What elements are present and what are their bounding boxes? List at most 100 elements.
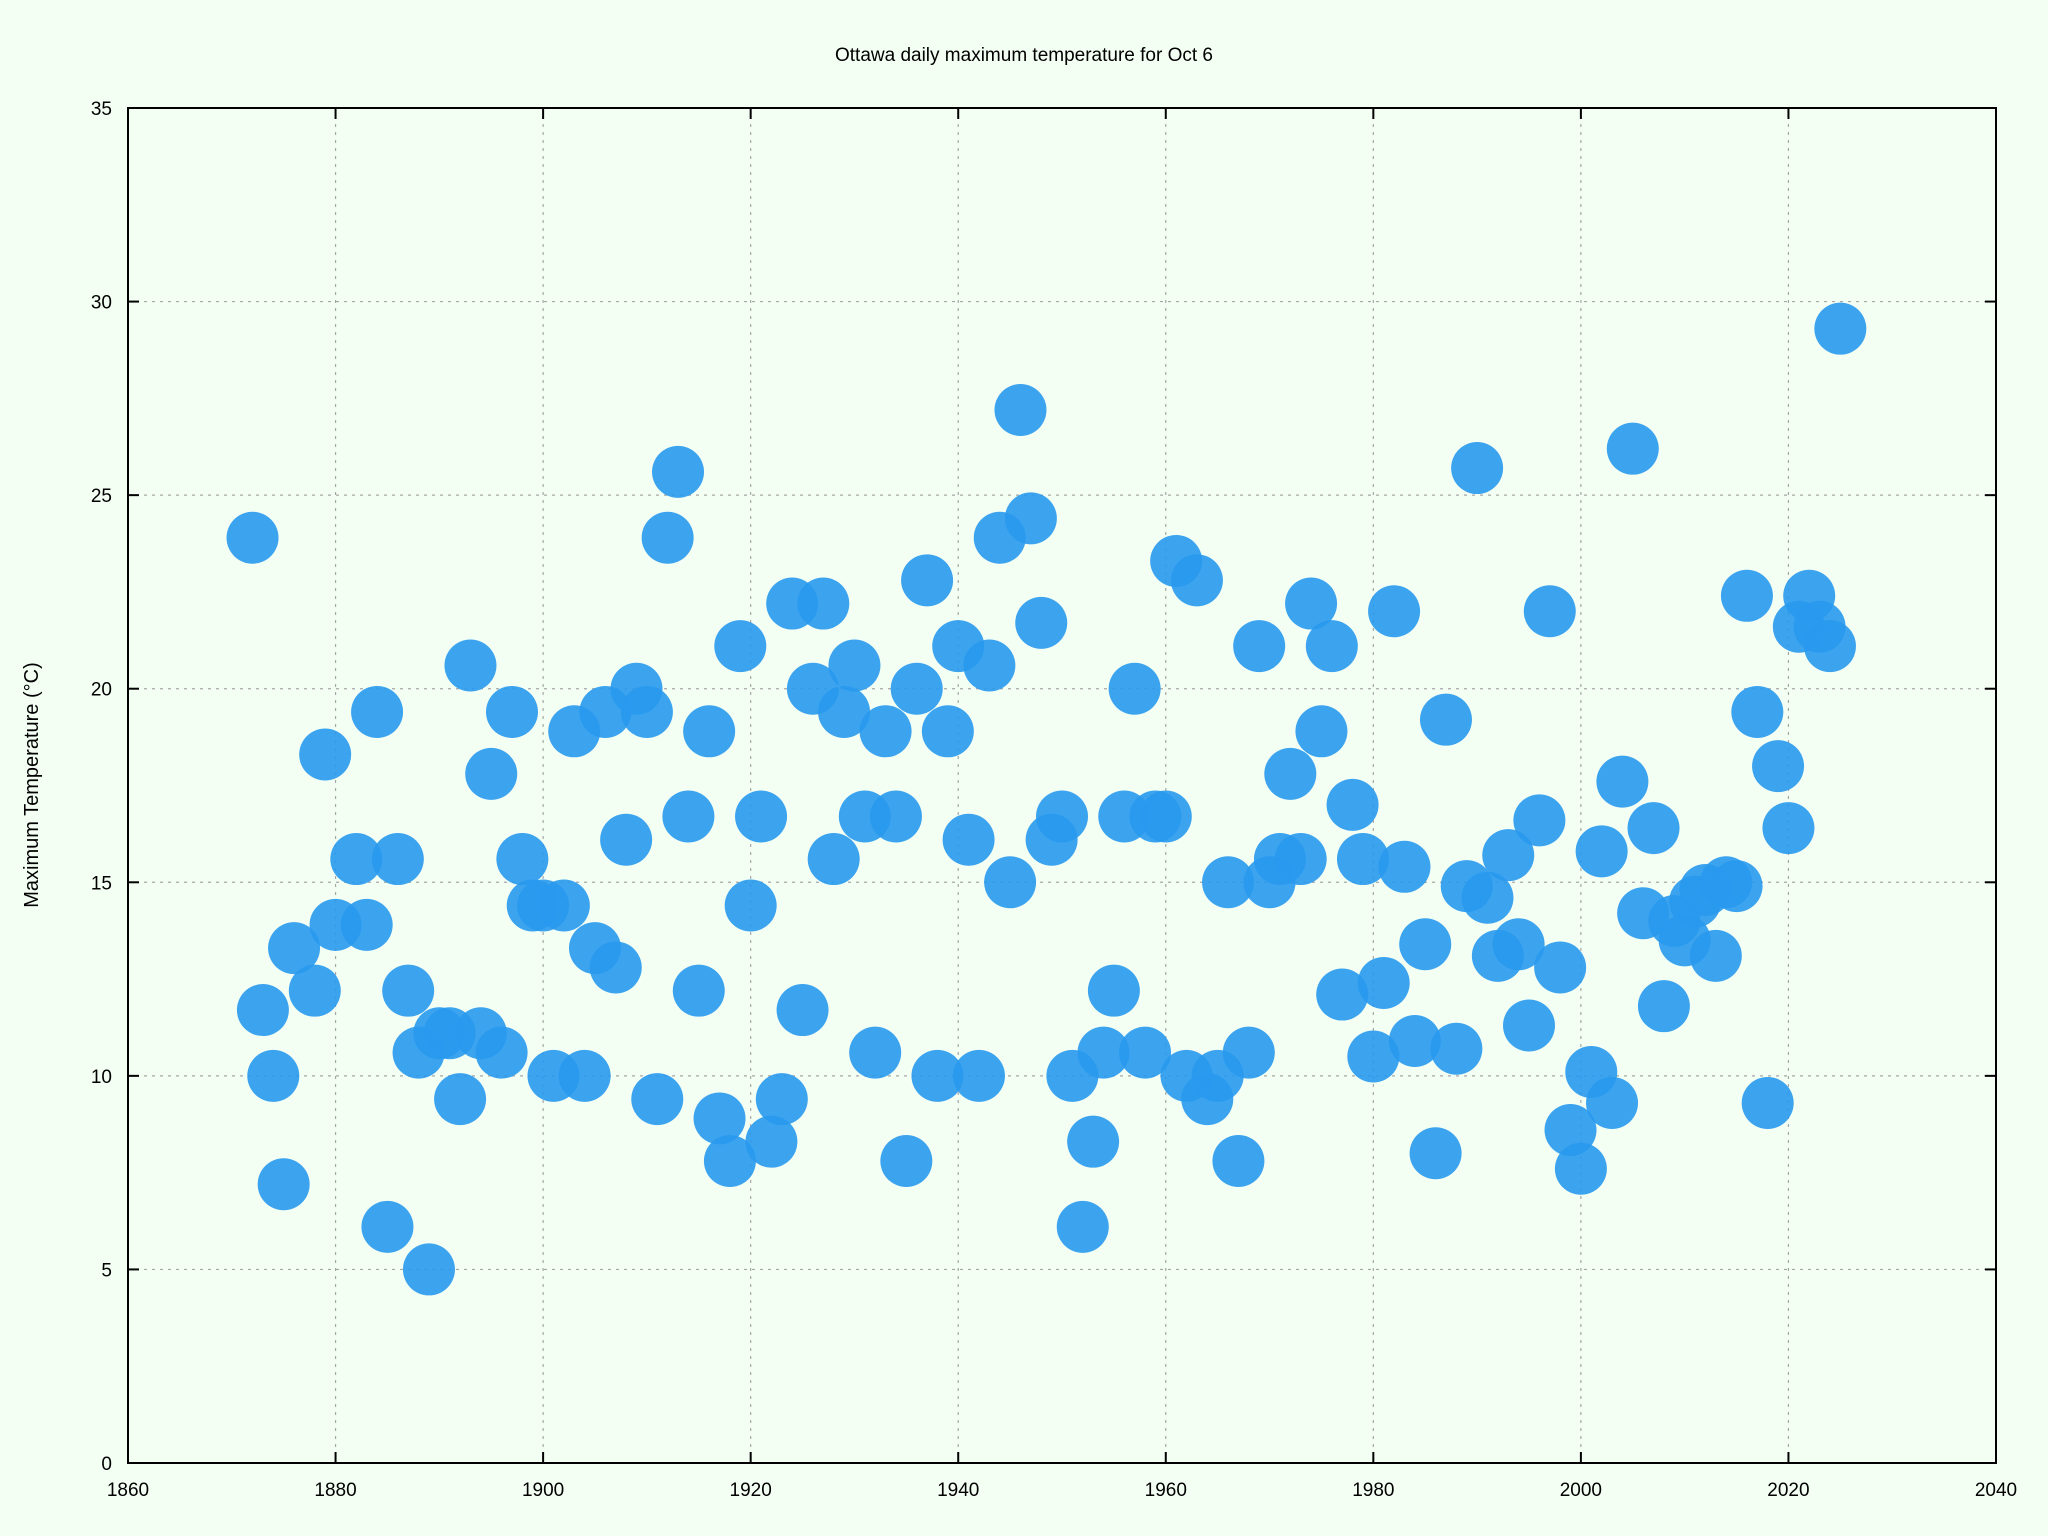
data-point: [984, 856, 1037, 909]
data-point: [1399, 918, 1452, 971]
data-point: [485, 685, 538, 738]
data-point: [1036, 790, 1088, 843]
data-point: [1285, 577, 1338, 630]
data-point: [1741, 1076, 1794, 1129]
data-point: [776, 984, 829, 1037]
data-point: [1233, 620, 1286, 673]
data-point: [1015, 596, 1068, 649]
data-point: [963, 639, 1016, 692]
x-axis-tick-labels: 1860 1880 1900 1920 1940 1960 1980 2000 2020 2040: [107, 1480, 2017, 1501]
data-point: [288, 964, 341, 1017]
data-point: [558, 1049, 611, 1102]
data-point: [1752, 740, 1805, 793]
data-point: [1503, 999, 1555, 1052]
y-tick-label: 25: [91, 486, 112, 507]
data-point: [1264, 747, 1317, 800]
data-point: [330, 833, 383, 886]
data-point: [1388, 1015, 1441, 1068]
data-point: [631, 1073, 684, 1126]
data-point: [693, 1092, 746, 1145]
data-point: [1274, 833, 1327, 886]
x-tick-label: 2020: [1767, 1480, 1809, 1501]
x-tick-label: 1980: [1352, 1480, 1394, 1501]
data-point: [1170, 554, 1223, 607]
grid-lines: [128, 108, 1996, 1463]
data-point: [745, 1115, 798, 1168]
y-tick-label: 5: [101, 1260, 112, 1281]
data-point: [1461, 871, 1514, 924]
data-point: [600, 813, 653, 866]
data-point: [1305, 620, 1358, 673]
plot-frame: [127, 107, 1997, 1464]
data-point: [1368, 585, 1421, 638]
data-point: [1430, 1022, 1483, 1075]
data-point: [620, 685, 673, 738]
data-point: [268, 922, 321, 975]
data-point: [1336, 833, 1389, 886]
data-point: [890, 662, 943, 715]
data-point: [1575, 825, 1628, 878]
data-point: [1720, 569, 1773, 622]
x-tick-label: 1940: [937, 1480, 979, 1501]
data-point: [1056, 1200, 1109, 1253]
data-point: [683, 705, 736, 758]
data-point: [1419, 693, 1472, 746]
data-point: [496, 833, 549, 886]
data-point: [1492, 918, 1545, 971]
data-point: [1212, 1135, 1265, 1188]
data-point: [1596, 755, 1649, 808]
data-point: [911, 1049, 964, 1102]
data-point: [1689, 929, 1742, 982]
data-point: [652, 445, 705, 498]
data-point: [402, 1243, 455, 1296]
data-point: [1295, 705, 1348, 758]
data-point: [1482, 829, 1535, 882]
data-point: [1004, 492, 1057, 545]
data-point: [952, 1049, 1005, 1102]
data-point: [1710, 860, 1763, 913]
data-point: [475, 1026, 528, 1079]
data-point: [444, 639, 497, 692]
data-point: [703, 1135, 756, 1188]
data-point: [1326, 778, 1379, 831]
data-point: [672, 964, 725, 1017]
y-tick-label: 20: [91, 680, 112, 701]
data-point: [361, 1200, 414, 1253]
data-point: [849, 1026, 902, 1079]
data-point: [1119, 1026, 1172, 1079]
data-point: [1513, 794, 1566, 847]
data-point: [1803, 620, 1856, 673]
y-tick-label: 10: [91, 1067, 112, 1088]
data-point: [226, 511, 279, 564]
data-point: [662, 790, 715, 843]
data-point: [1637, 980, 1690, 1033]
x-tick-label: 1960: [1145, 1480, 1187, 1501]
x-tick-label: 2040: [1975, 1480, 2017, 1501]
data-point: [714, 620, 767, 673]
data-point: [807, 833, 860, 886]
data-point: [1554, 1142, 1607, 1195]
data-point: [465, 747, 518, 800]
data-point: [859, 705, 912, 758]
data-point: [1316, 968, 1369, 1021]
data-point: [1139, 790, 1192, 843]
y-axis-tick-labels: 0 5 10 15 20 25 30 35: [91, 99, 112, 1475]
data-point: [434, 1073, 487, 1126]
data-point: [921, 705, 974, 758]
data-point: [1409, 1127, 1462, 1180]
data-point: [1814, 302, 1867, 355]
data-point: [1731, 685, 1784, 738]
data-point: [1523, 585, 1576, 638]
y-axis-label: Maximum Temperature (°C): [21, 662, 43, 907]
data-point: [589, 941, 642, 994]
x-tick-label: 1880: [314, 1480, 356, 1501]
data-point: [1077, 1026, 1130, 1079]
chart-title: Ottawa daily maximum temperature for Oct…: [835, 45, 1213, 66]
data-point: [735, 790, 788, 843]
data-point: [247, 1049, 300, 1102]
data-point: [299, 728, 352, 781]
data-point: [1357, 956, 1410, 1009]
y-tick-label: 30: [91, 293, 112, 314]
data-point: [942, 813, 995, 866]
